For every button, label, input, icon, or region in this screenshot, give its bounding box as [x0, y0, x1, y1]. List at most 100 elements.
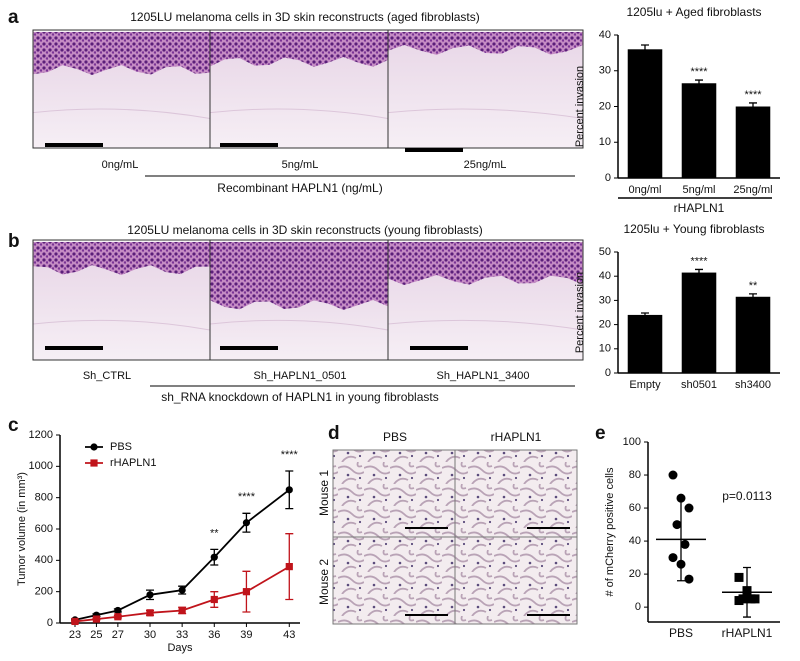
bar [735, 296, 771, 373]
legend-marker [90, 459, 98, 467]
image-caption: Sh_HAPLN1_3400 [437, 370, 530, 382]
y-tick-label: 80 [629, 469, 641, 481]
lung-image [454, 536, 578, 625]
marker [680, 539, 690, 549]
y-axis-label: Percent invasion [574, 272, 586, 353]
panel-label: d [328, 423, 340, 444]
significance: **** [690, 66, 708, 78]
marker [734, 596, 744, 606]
y-tick-label: 1200 [29, 429, 53, 441]
x-tick-label: Empty [629, 379, 661, 391]
x-tick-label: 25ng/ml [733, 184, 772, 196]
bar [681, 272, 717, 373]
error-bar [641, 312, 649, 318]
legend-label: rHAPLN1 [110, 457, 156, 469]
x-tick-label: 0ng/ml [628, 184, 661, 196]
lung-image [332, 536, 456, 625]
marker [285, 563, 293, 571]
x-tick-label: sh3400 [735, 379, 771, 391]
x-tick-label: 33 [176, 629, 188, 641]
marker [146, 609, 154, 617]
fiber [32, 319, 211, 331]
y-tick-label: 200 [35, 586, 53, 598]
y-tick-label: 0 [605, 367, 611, 379]
y-tick-label: 40 [599, 29, 611, 41]
y-tick-label: 100 [623, 436, 641, 448]
fiber [209, 108, 389, 119]
p-value: p=0.0113 [722, 489, 772, 503]
fiber [32, 108, 211, 119]
image-border [387, 239, 584, 361]
y-tick-label: 10 [599, 136, 611, 148]
significance: **** [744, 89, 762, 101]
y-tick-label: 20 [629, 568, 641, 580]
marker [114, 613, 122, 621]
sd-bar [677, 497, 685, 582]
fiber [387, 319, 584, 331]
marker [684, 574, 694, 584]
y-tick-label: 0 [605, 172, 611, 184]
error-bar [695, 268, 703, 277]
y-axis-label: # of mCherry positive cells [604, 467, 616, 596]
panel-label: e [595, 423, 606, 444]
error-bar [641, 44, 649, 55]
x-axis-label: Days [167, 642, 193, 654]
row-label: Mouse 2 [317, 559, 331, 605]
marker [668, 470, 678, 480]
column-label: PBS [383, 430, 407, 444]
marker [146, 591, 154, 599]
cell-layer [388, 242, 583, 285]
significance: ** [749, 280, 758, 292]
error-bar [695, 79, 703, 88]
y-tick-label: 30 [599, 294, 611, 306]
marker [92, 615, 101, 623]
marker [672, 520, 682, 530]
marker [734, 572, 744, 582]
cell-layer [210, 242, 388, 310]
significance: ** [210, 527, 219, 539]
marker [242, 519, 251, 527]
y-tick-label: 30 [599, 65, 611, 77]
y-tick-label: 1000 [29, 460, 53, 472]
y-tick-label: 800 [35, 492, 53, 504]
sd-bar [743, 566, 751, 618]
marker [178, 606, 186, 615]
y-tick-label: 20 [599, 100, 611, 112]
dermis [33, 258, 210, 360]
y-tick-label: 10 [599, 343, 611, 355]
panel-title: 1205LU melanoma cells in 3D skin reconst… [127, 223, 483, 237]
image-caption: 0ng/mL [102, 159, 139, 171]
x-tick-label: sh0501 [681, 379, 717, 391]
y-tick-label: 0 [635, 601, 641, 613]
bar [627, 314, 663, 373]
marker [178, 586, 186, 594]
chart-title: 1205lu + Young fibroblasts [623, 222, 764, 236]
image-caption: Sh_CTRL [83, 370, 131, 382]
legend-marker [90, 443, 98, 451]
x-axis-label: rHAPLN1 [674, 201, 725, 215]
row-label: Mouse 1 [317, 470, 331, 516]
marker [114, 606, 122, 615]
significance: **** [690, 255, 708, 267]
cell-layer [388, 32, 583, 55]
x-tick-label: 27 [112, 629, 124, 641]
x-tick-label: 36 [208, 629, 220, 641]
dermis [210, 49, 388, 149]
cell-layer [33, 32, 210, 75]
cell-layer [210, 32, 388, 67]
y-tick-label: 400 [35, 554, 53, 566]
marker [71, 617, 79, 626]
lung-image [454, 449, 578, 538]
marker [285, 486, 293, 494]
error-bar [749, 102, 757, 111]
cell-layer [33, 242, 210, 275]
column-label: rHAPLN1 [491, 430, 542, 444]
x-tick-label: rHAPLN1 [722, 626, 773, 640]
error-bar [749, 293, 757, 301]
marker [746, 594, 756, 604]
lung-image [332, 449, 456, 538]
y-axis-label: Percent invasion [574, 66, 586, 147]
marker [210, 595, 218, 604]
fiber [209, 319, 389, 331]
dermis [33, 54, 210, 148]
